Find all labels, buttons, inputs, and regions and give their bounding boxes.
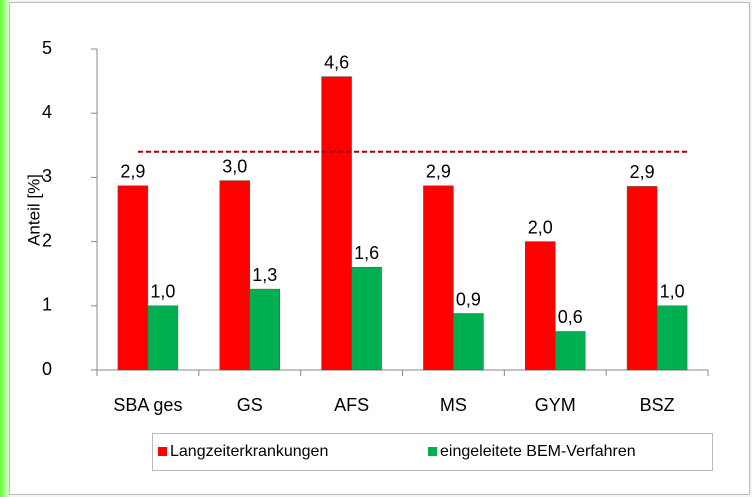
bar (656, 305, 688, 371)
bar (249, 288, 280, 371)
y-axis-label: Anteil [%] (24, 174, 43, 246)
bar (117, 185, 149, 371)
data-label: 2,0 (528, 217, 553, 237)
data-label: 2,9 (426, 161, 451, 181)
x-tick-label: GYM (535, 395, 576, 415)
bar (321, 76, 352, 371)
bar (147, 305, 179, 371)
y-tick-label: 4 (42, 102, 52, 122)
y-tick-label: 2 (42, 230, 52, 250)
x-tick-label: AFS (334, 395, 369, 415)
legend-label: Langzeiterkrankungen (170, 443, 328, 460)
legend-swatch (428, 447, 437, 456)
bar (423, 185, 454, 371)
data-label: 0,6 (558, 307, 583, 327)
data-label: 1,3 (252, 265, 277, 285)
bar (525, 241, 556, 371)
x-tick-label: SBA ges (113, 395, 182, 415)
data-label: 1,6 (354, 243, 379, 263)
data-label: 4,6 (324, 52, 349, 72)
data-label: 0,9 (456, 289, 481, 309)
x-tick-label: BSZ (640, 395, 675, 415)
data-label: 1,0 (150, 282, 175, 302)
y-tick-label: 1 (42, 295, 52, 315)
bar (219, 180, 250, 371)
x-tick-label: GS (237, 395, 263, 415)
y-tick-label: 3 (42, 166, 52, 186)
data-label: 3,0 (222, 156, 247, 176)
legend-swatch (158, 447, 167, 456)
y-tick-label: 0 (42, 359, 52, 379)
bar (626, 186, 658, 371)
data-label: 2,9 (630, 162, 655, 182)
legend-label: eingeleitete BEM-Verfahren (440, 443, 636, 460)
side-strip (0, 0, 10, 497)
data-label: 2,9 (120, 161, 145, 181)
y-tick-label: 5 (42, 38, 52, 58)
data-label: 1,0 (660, 282, 685, 302)
bar (351, 267, 382, 371)
bar (453, 313, 484, 371)
bar (555, 331, 586, 371)
x-tick-label: MS (440, 395, 467, 415)
